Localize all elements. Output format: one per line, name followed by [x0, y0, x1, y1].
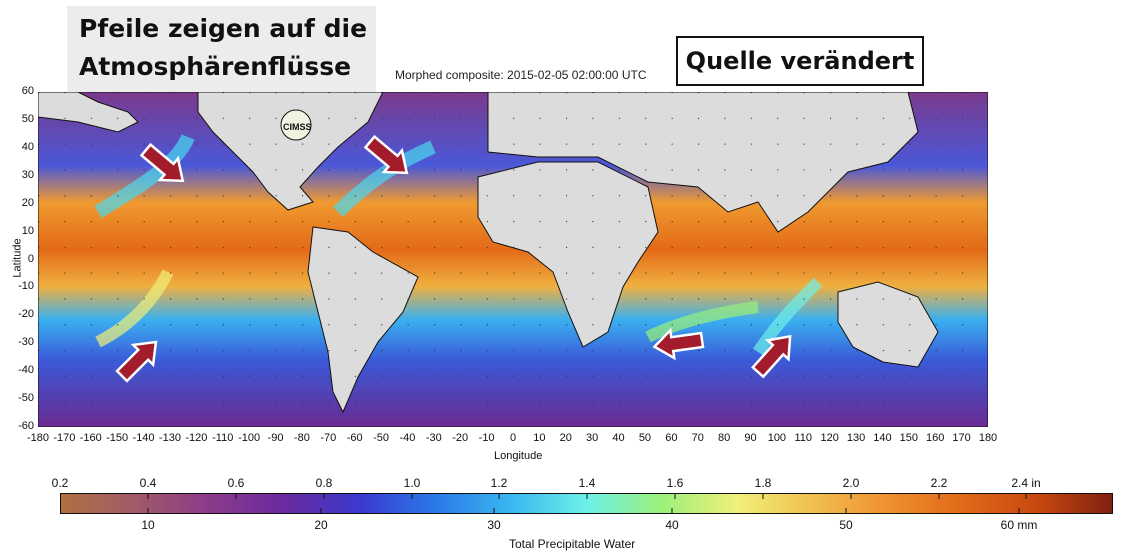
colorbar-inch-tick: 1.4	[578, 476, 596, 490]
longitude-tick: 170	[952, 432, 971, 444]
annotation-note-line1: Pfeile zeigen auf die	[79, 14, 368, 43]
colorbar-mm-tick: 30	[487, 518, 501, 532]
latitude-tick: 60	[21, 85, 34, 97]
colorbar-mm-tick: 20	[314, 518, 328, 532]
arrow-atlantic-north	[363, 134, 409, 175]
longitude-tick: 90	[744, 432, 757, 444]
colorbar	[60, 493, 1113, 514]
longitude-tick: 180	[978, 432, 998, 444]
longitude-tick: -10	[478, 432, 495, 444]
graticule	[38, 92, 988, 427]
latitude-tick: -50	[18, 392, 34, 405]
colorbar-inch-tick: 1.8	[754, 476, 772, 490]
latitude-tick: 30	[21, 168, 34, 181]
annotation-note-line2: Atmosphärenflüsse	[79, 52, 352, 81]
colorbar-mm-tick: 10	[141, 518, 155, 532]
colorbar-inch-tick: 1.0	[403, 476, 421, 490]
colorbar-title: Total Precipitable Water	[509, 537, 636, 551]
longitude-tick: -30	[425, 432, 442, 444]
longitude-tick: 0	[509, 432, 517, 444]
longitude-tick: -70	[320, 432, 337, 444]
longitude-tick: -90	[267, 432, 284, 444]
longitude-tick: 80	[717, 432, 731, 444]
longitude-tick: 120	[820, 432, 839, 444]
colorbar-inch-tick: 0.8	[315, 476, 333, 490]
colorbar-inch-tick: 0.2	[51, 476, 69, 490]
longitude-tick: -180	[26, 432, 50, 444]
latitude-tick: -40	[18, 364, 34, 377]
longitude-tick: 150	[899, 432, 919, 444]
colorbar-inch-tick: 1.6	[666, 476, 684, 490]
y-axis-label: Latitude	[11, 238, 24, 278]
precipitable-water-map: CIMSS	[38, 92, 988, 427]
longitude-tick: 30	[586, 432, 599, 444]
latitude-tick: -60	[18, 420, 34, 432]
logo-text: CIMSS	[283, 122, 312, 132]
colorbar-inch-tick: 2.0	[842, 476, 860, 490]
colorbar-inch-tick: 0.6	[227, 476, 245, 490]
longitude-tick: -120	[185, 432, 208, 444]
latitude-tick: -10	[18, 280, 34, 293]
longitude-tick: -100	[238, 432, 261, 444]
cimss-logo: CIMSS	[280, 109, 312, 141]
latitude-tick: -20	[18, 308, 34, 321]
longitude-tick: -40	[399, 432, 416, 444]
colorbar-inch-tick: 2.4 in	[1011, 476, 1041, 490]
arrow-pacific-south	[115, 340, 158, 383]
longitude-tick: 140	[873, 432, 892, 444]
longitude-tick: 130	[846, 432, 866, 444]
longitude-tick: -150	[106, 432, 129, 444]
colorbar-inch-tick: 2.2	[930, 476, 948, 490]
longitude-tick: -110	[212, 432, 234, 444]
longitude-tick: 20	[559, 432, 572, 444]
x-axis-label: Longitude	[494, 450, 543, 462]
longitude-tick: 50	[638, 432, 652, 444]
colorbar-mm-tick: 40	[665, 518, 679, 532]
longitude-tick: -20	[452, 432, 469, 444]
arrow-pacific-north	[139, 142, 185, 183]
longitude-tick: 70	[691, 432, 704, 444]
arrow-indian-west	[652, 327, 705, 361]
colorbar-tickmarks	[60, 493, 1027, 514]
longitude-tick: -130	[158, 432, 181, 444]
colorbar-mm-tick: 50	[839, 518, 853, 532]
longitude-tick: -140	[132, 432, 155, 444]
longitude-tick: -60	[346, 432, 363, 444]
source-note: Quelle verändert	[676, 36, 924, 86]
annotation-arrows	[115, 134, 792, 383]
longitude-tick: 40	[612, 432, 625, 444]
latitude-tick: -30	[18, 336, 34, 349]
latitude-tick: 10	[21, 224, 34, 237]
colorbar-inch-tick: 1.2	[490, 476, 508, 490]
map-title: Morphed composite: 2015-02-05 02:00:00 U…	[395, 68, 647, 82]
longitude-tick: -50	[373, 432, 389, 444]
latitude-tick: 50	[21, 112, 34, 125]
longitude-tick: 100	[767, 432, 787, 444]
longitude-tick: 160	[926, 432, 945, 444]
longitude-tick: -160	[79, 432, 102, 444]
colorbar-mm-tick: 60 mm	[1000, 518, 1038, 532]
latitude-tick: 20	[21, 196, 34, 209]
colorbar-inch-tick: 0.4	[139, 476, 157, 490]
longitude-tick: 10	[533, 432, 546, 444]
longitude-tick: -80	[293, 432, 310, 444]
annotation-note: Pfeile zeigen auf die Atmosphärenflüsse	[67, 6, 376, 92]
longitude-tick: -170	[53, 432, 76, 444]
arrow-indian-east	[751, 334, 792, 379]
latitude-tick: 0	[27, 252, 34, 265]
longitude-tick: 60	[665, 432, 678, 444]
latitude-tick: 40	[21, 140, 34, 153]
longitude-tick: 110	[794, 432, 813, 444]
